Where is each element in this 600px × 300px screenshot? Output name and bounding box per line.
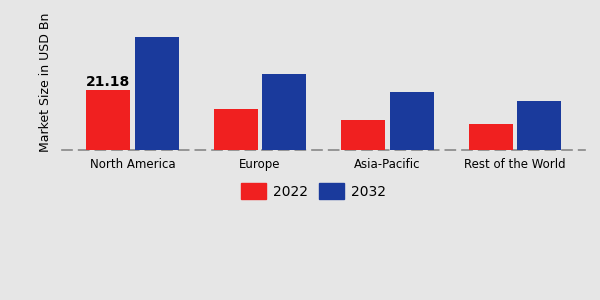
Bar (135, 38, 179, 150)
Legend: 2022, 2032: 2022, 2032 (235, 178, 391, 205)
Bar (469, 124, 512, 150)
Bar (262, 74, 307, 150)
Bar (341, 120, 385, 150)
Text: 21.18: 21.18 (86, 75, 130, 88)
Bar (214, 109, 257, 150)
Bar (86, 90, 130, 150)
Bar (517, 100, 561, 150)
Bar (390, 92, 434, 150)
Y-axis label: Market Size in USD Bn: Market Size in USD Bn (39, 13, 52, 152)
